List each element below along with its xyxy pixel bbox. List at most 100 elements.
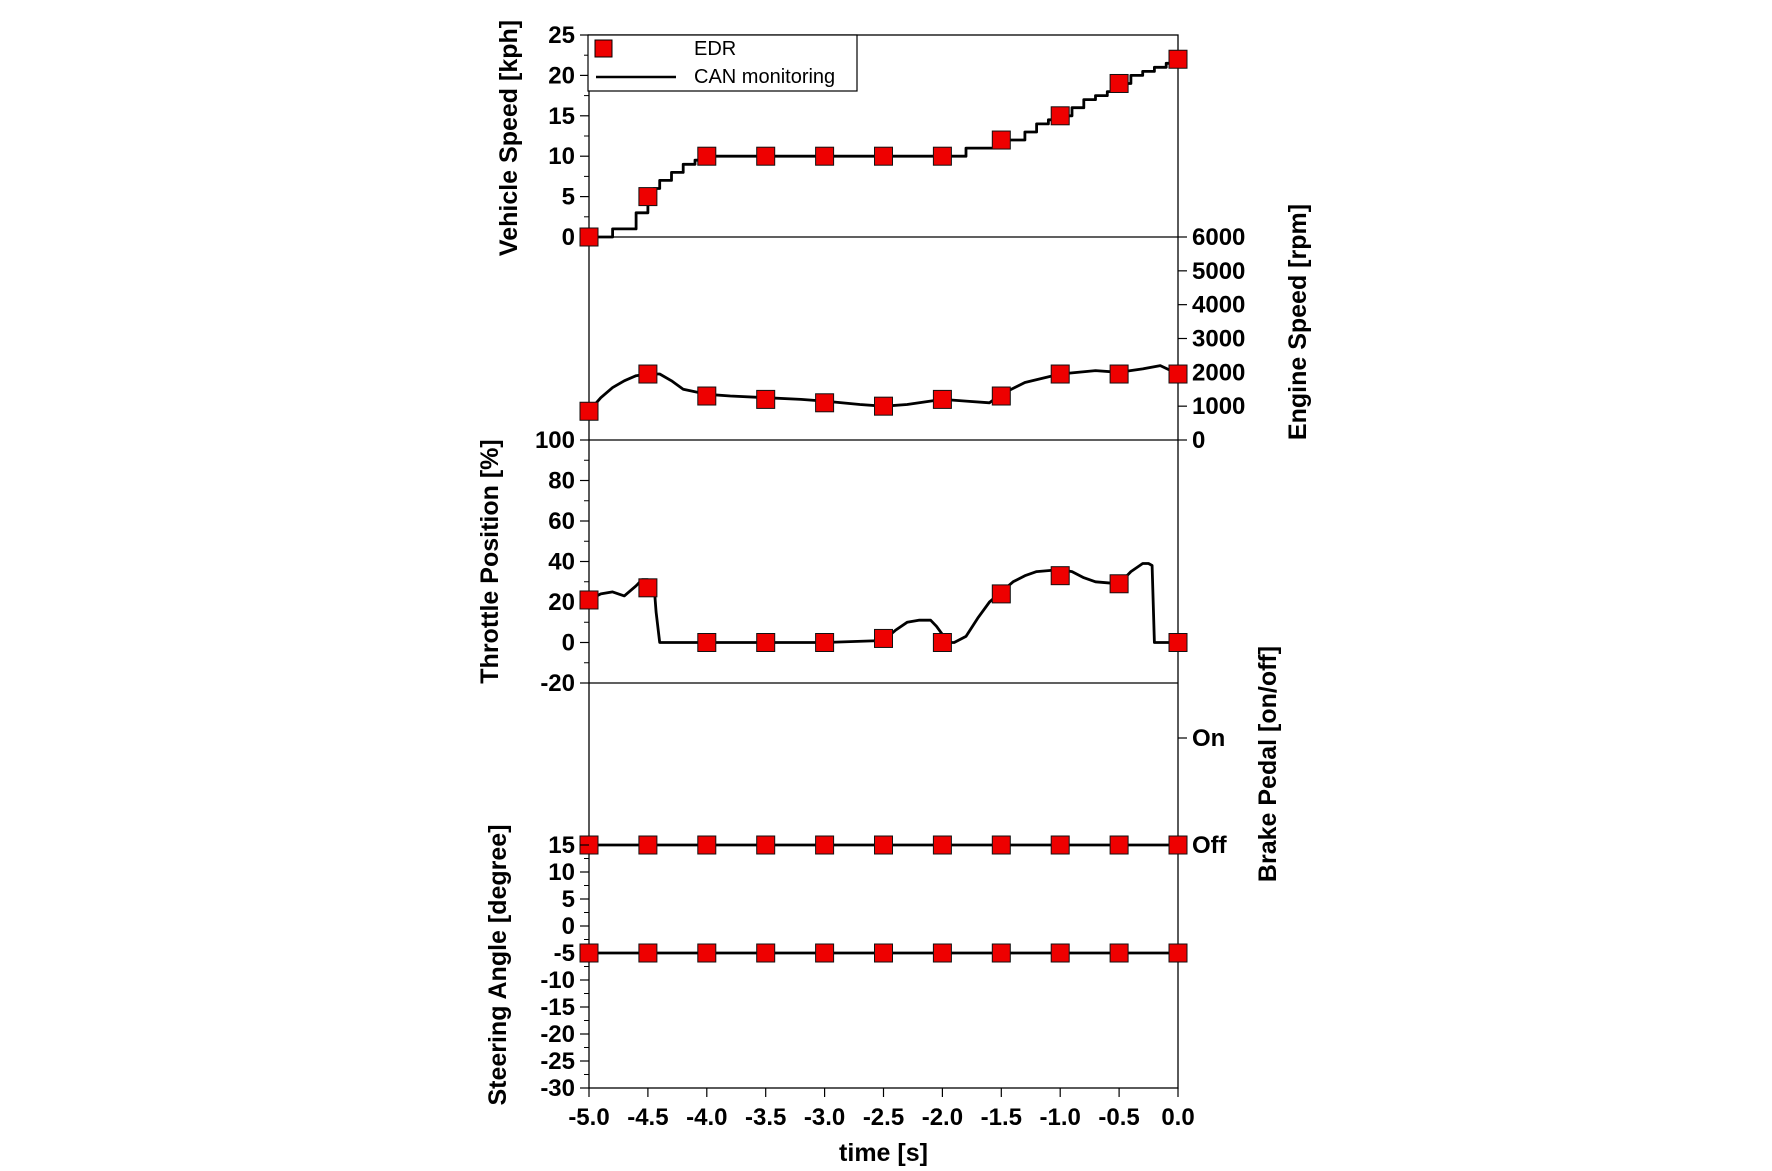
edr-marker bbox=[638, 364, 658, 384]
y-tick-label: 3000 bbox=[1192, 326, 1245, 353]
panel-throttle-position: -20 0 20 40 60 80 100 Throttle Position [%] bbox=[476, 427, 1188, 697]
edr-marker bbox=[697, 943, 717, 963]
edr-marker bbox=[1050, 106, 1070, 126]
y-tick-label: On bbox=[1192, 725, 1225, 752]
edr-marker bbox=[991, 130, 1011, 150]
edr-marker bbox=[815, 835, 835, 855]
edr-marker bbox=[991, 386, 1011, 406]
edr-marker bbox=[756, 146, 776, 166]
edr-marker bbox=[1109, 574, 1129, 594]
edr-marker bbox=[874, 943, 893, 963]
edr-marker bbox=[579, 227, 599, 247]
edr-marker bbox=[638, 187, 658, 207]
time-axis: -5.0 -4.5 -4.0 -3.5 -3.0 -2.5 -2.0 -1.5 -1.0 -0.5… bbox=[568, 1088, 1195, 1167]
y-tick-label: 100 bbox=[535, 427, 575, 454]
edr-marker bbox=[1168, 943, 1188, 963]
plot-frame bbox=[588, 34, 1179, 1089]
edr-marker bbox=[815, 943, 835, 963]
y-tick-label: 1000 bbox=[1192, 393, 1245, 420]
edr-marker bbox=[1168, 633, 1188, 652]
y-tick-label: -5 bbox=[554, 940, 575, 967]
edr-marker bbox=[932, 146, 952, 166]
y-tick-label: -20 bbox=[540, 1021, 575, 1048]
y-tick-label: 40 bbox=[548, 549, 575, 576]
edr-marker bbox=[756, 633, 776, 652]
edr-marker bbox=[579, 401, 599, 421]
plot-border bbox=[588, 34, 1179, 1089]
y-tick-label: -10 bbox=[540, 967, 575, 994]
edr-marker bbox=[1109, 364, 1129, 384]
y-tick-label: 0 bbox=[562, 630, 575, 657]
edr-marker bbox=[1050, 364, 1070, 384]
y-tick-label: 80 bbox=[548, 468, 575, 495]
edr-marker bbox=[815, 633, 835, 652]
edr-marker bbox=[1168, 364, 1188, 384]
edr-marker bbox=[697, 146, 717, 166]
edr-marker bbox=[756, 835, 776, 855]
y-tick-label: 20 bbox=[548, 62, 575, 89]
y-tick-label: 0 bbox=[562, 224, 575, 251]
x-tick-label: -1.0 bbox=[1040, 1104, 1081, 1131]
edr-marker bbox=[638, 835, 658, 855]
edr-marker bbox=[874, 146, 893, 166]
y-axis-label-engine-speed: Engine Speed [rpm] bbox=[1284, 204, 1312, 440]
edr-marker bbox=[579, 943, 599, 963]
x-tick-label: -2.5 bbox=[863, 1104, 904, 1131]
y-tick-label: -20 bbox=[540, 670, 575, 697]
edr-marker bbox=[1168, 49, 1188, 69]
y-tick-label: -15 bbox=[540, 994, 575, 1021]
x-tick-label: 0.0 bbox=[1161, 1104, 1194, 1131]
edr-marker bbox=[638, 578, 658, 598]
edr-marker bbox=[874, 835, 893, 855]
y-tick-label: 5000 bbox=[1192, 258, 1245, 285]
edr-marker bbox=[1050, 943, 1070, 963]
legend-edr-label: EDR bbox=[694, 38, 736, 60]
edr-marker bbox=[932, 943, 952, 963]
edr-marker bbox=[697, 835, 717, 855]
x-tick-label: -3.5 bbox=[745, 1104, 786, 1131]
legend-can-label: CAN monitoring bbox=[694, 66, 835, 88]
y-tick-label: 20 bbox=[548, 589, 575, 616]
edr-marker bbox=[1109, 835, 1129, 855]
edr-marker bbox=[1109, 73, 1129, 93]
y-tick-label: 4000 bbox=[1192, 292, 1245, 319]
legend-edr-marker bbox=[594, 39, 613, 58]
edr-marker bbox=[1050, 566, 1070, 586]
edr-marker bbox=[991, 584, 1011, 604]
x-tick-label: -4.0 bbox=[686, 1104, 727, 1131]
y-tick-label: 25 bbox=[548, 22, 575, 49]
y-tick-label: 0 bbox=[1192, 427, 1205, 454]
x-tick-label: -2.0 bbox=[922, 1104, 963, 1131]
edr-marker bbox=[815, 393, 835, 413]
y-tick-label: 10 bbox=[548, 859, 575, 886]
edr-marker bbox=[638, 943, 658, 963]
x-tick-label: -3.0 bbox=[804, 1104, 845, 1131]
y-tick-label: 15 bbox=[548, 103, 575, 130]
panel-brake-pedal: Off On Brake Pedal [on/off] bbox=[579, 646, 1282, 882]
y-tick-label: 6000 bbox=[1192, 224, 1245, 251]
y-tick-label: -25 bbox=[540, 1048, 575, 1075]
y-tick-label: -30 bbox=[540, 1075, 575, 1102]
x-axis-label: time [s] bbox=[839, 1139, 928, 1167]
edr-marker bbox=[932, 633, 952, 652]
y-tick-label: 15 bbox=[548, 832, 575, 859]
y-axis-label-throttle-position: Throttle Position [%] bbox=[476, 439, 504, 683]
panel-engine-speed: 0 1000 2000 3000 4000 5000 6000 Engine Speed [r… bbox=[579, 204, 1312, 454]
x-tick-label: -1.5 bbox=[981, 1104, 1022, 1131]
y-tick-label: 5 bbox=[562, 184, 575, 211]
y-tick-label: 5 bbox=[562, 886, 575, 913]
edr-marker bbox=[932, 835, 952, 855]
y-tick-label: Off bbox=[1192, 832, 1228, 859]
y-tick-label: 60 bbox=[548, 508, 575, 535]
panel-vehicle-speed: 0 5 10 15 20 25 Vehicle Speed [kph] bbox=[495, 20, 1188, 256]
edr-marker bbox=[579, 590, 599, 610]
edr-marker bbox=[932, 389, 952, 409]
edr-marker bbox=[697, 633, 717, 652]
legend-box bbox=[587, 34, 858, 92]
y-axis-label-brake-pedal: Brake Pedal [on/off] bbox=[1254, 646, 1282, 882]
edr-marker bbox=[756, 389, 776, 409]
edr-marker bbox=[991, 835, 1011, 855]
